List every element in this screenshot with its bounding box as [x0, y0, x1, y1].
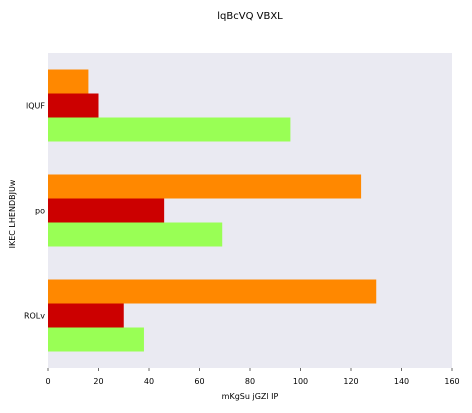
bar-1-lQUF	[48, 69, 89, 94]
x-tick-label: 60	[194, 377, 204, 386]
bar-3-lQUF	[48, 117, 291, 142]
bar-1-ROLv	[48, 279, 377, 304]
bar-2-ROLv	[48, 303, 124, 328]
x-tick-label: 120	[343, 377, 358, 386]
x-tick-labels: 0 20 40 60 80 100 120 140 160	[45, 368, 460, 386]
bar-3-po	[48, 222, 223, 247]
x-tick-label: 40	[144, 377, 154, 386]
y-tick-label: lQUF	[26, 102, 45, 111]
y-tick-labels: lQUF po ROLv	[24, 102, 45, 321]
x-axis-label: mKgSu jGZl IP	[222, 392, 279, 401]
bar-2-po	[48, 198, 165, 223]
chart-title: lqBcVQ VBXL	[217, 11, 283, 22]
x-tick-label: 80	[245, 377, 255, 386]
bar-1-po	[48, 174, 362, 199]
x-tick-label: 20	[93, 377, 103, 386]
bars-layer	[48, 69, 377, 352]
bar-3-ROLv	[48, 327, 144, 352]
y-tick-label: ROLv	[24, 312, 45, 321]
x-tick-label: 160	[444, 377, 459, 386]
x-tick-label: 0	[45, 377, 50, 386]
x-tick-label: 100	[293, 377, 308, 386]
bar-2-lQUF	[48, 93, 99, 118]
y-axis-label: IKEC LHENDBJUw	[8, 179, 17, 248]
x-tick-label: 140	[394, 377, 409, 386]
y-tick-label: po	[35, 207, 45, 216]
